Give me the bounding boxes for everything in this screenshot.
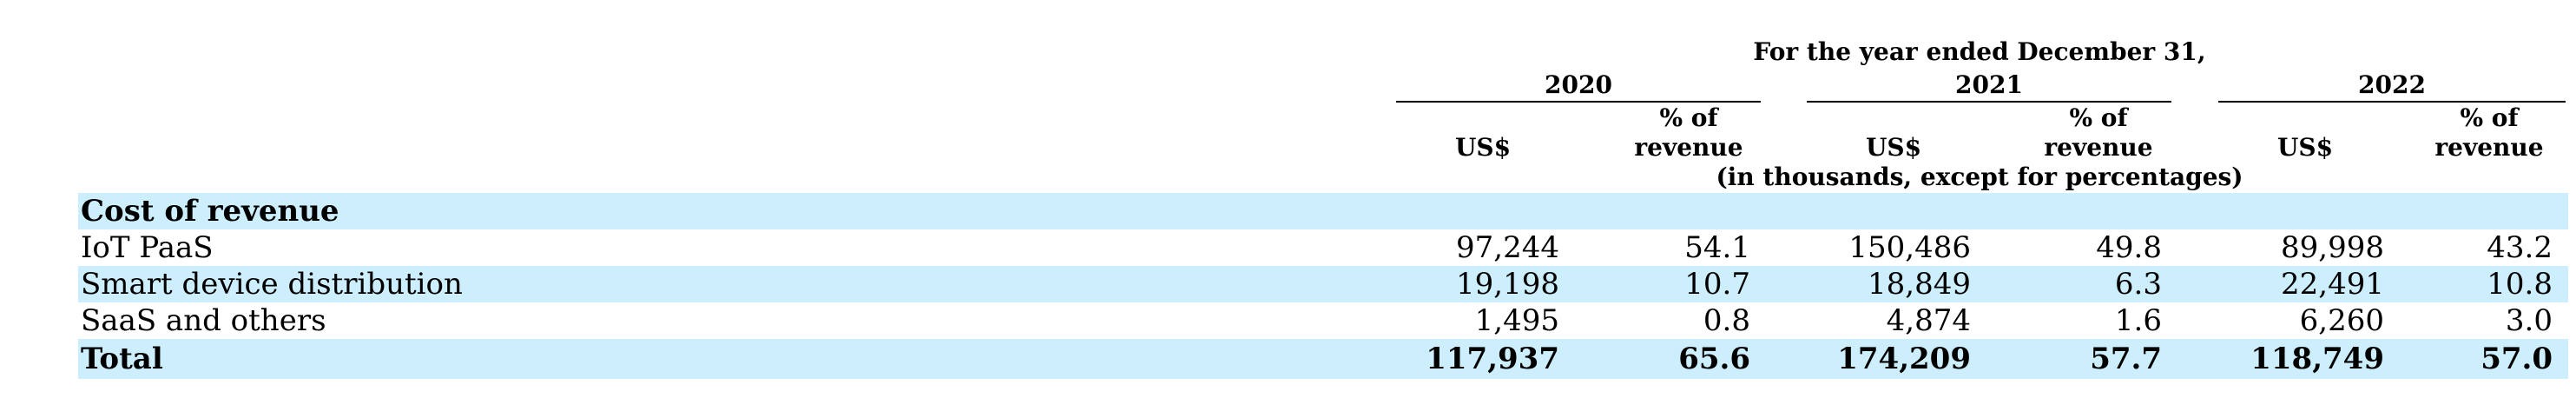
row-highlight bbox=[78, 266, 2568, 302]
section-title: Cost of revenue bbox=[81, 194, 339, 229]
cell-2021-us: 18,849 bbox=[1868, 267, 1971, 302]
col-header-us-2021: US$ bbox=[1865, 133, 1922, 162]
cell-2022-us: 89,998 bbox=[2281, 230, 2384, 265]
row-label: IoT PaaS bbox=[81, 230, 214, 265]
year-2021: 2021 bbox=[1955, 70, 2023, 99]
col-header-us-2020: US$ bbox=[1454, 133, 1512, 162]
cell-2020-us: 19,198 bbox=[1456, 267, 1559, 302]
cell-2022-pct: 10.8 bbox=[2487, 267, 2553, 302]
year-2020: 2020 bbox=[1545, 70, 1612, 99]
cell-2022-pct: 3.0 bbox=[2505, 303, 2553, 338]
cell-2020-pct: 54.1 bbox=[1684, 230, 1750, 265]
col-header-pct-2022-line1: % of bbox=[2460, 103, 2519, 132]
cell-2020-pct: 10.7 bbox=[1684, 267, 1750, 302]
total-row-highlight bbox=[78, 339, 2568, 379]
total-2022-pct: 57.0 bbox=[2480, 342, 2553, 376]
cell-2021-pct: 6.3 bbox=[2114, 267, 2162, 302]
cell-2020-us: 1,495 bbox=[1474, 303, 1559, 338]
col-header-us-2022: US$ bbox=[2276, 133, 2334, 162]
year-2021-underline bbox=[1807, 101, 2171, 103]
col-header-pct-2020-line2: revenue bbox=[1634, 133, 1743, 162]
col-header-pct-2021-line2: revenue bbox=[2044, 133, 2153, 162]
col-header-pct-2022-line2: revenue bbox=[2434, 133, 2544, 162]
year-2022-underline bbox=[2218, 101, 2566, 103]
cell-2021-pct: 49.8 bbox=[2096, 230, 2162, 265]
year-2020-underline bbox=[1396, 101, 1761, 103]
units-note: (in thousands, except for percentages) bbox=[1716, 163, 2243, 191]
total-2022-us: 118,749 bbox=[2250, 342, 2384, 376]
cell-2020-us: 97,244 bbox=[1456, 230, 1559, 265]
cell-2022-us: 22,491 bbox=[2281, 267, 2384, 302]
cell-2022-us: 6,260 bbox=[2299, 303, 2384, 338]
row-label: SaaS and others bbox=[81, 303, 326, 338]
cell-2022-pct: 43.2 bbox=[2487, 230, 2553, 265]
total-2020-us: 117,937 bbox=[1426, 342, 1559, 376]
total-2020-pct: 65.6 bbox=[1678, 342, 1750, 376]
year-2022: 2022 bbox=[2358, 70, 2426, 99]
cell-2020-pct: 0.8 bbox=[1703, 303, 1750, 338]
period-caption: For the year ended December 31, bbox=[1753, 37, 2206, 66]
cell-2021-us: 4,874 bbox=[1886, 303, 1971, 338]
col-header-pct-2020-line1: % of bbox=[1659, 103, 1718, 132]
total-2021-pct: 57.7 bbox=[2090, 342, 2162, 376]
row-label: Smart device distribution bbox=[81, 267, 463, 302]
total-label: Total bbox=[81, 342, 163, 376]
total-2021-us: 174,209 bbox=[1837, 342, 1971, 376]
section-title-highlight bbox=[78, 193, 2568, 229]
cell-2021-pct: 1.6 bbox=[2114, 303, 2162, 338]
cell-2021-us: 150,486 bbox=[1848, 230, 1971, 265]
col-header-pct-2021-line1: % of bbox=[2069, 103, 2128, 132]
